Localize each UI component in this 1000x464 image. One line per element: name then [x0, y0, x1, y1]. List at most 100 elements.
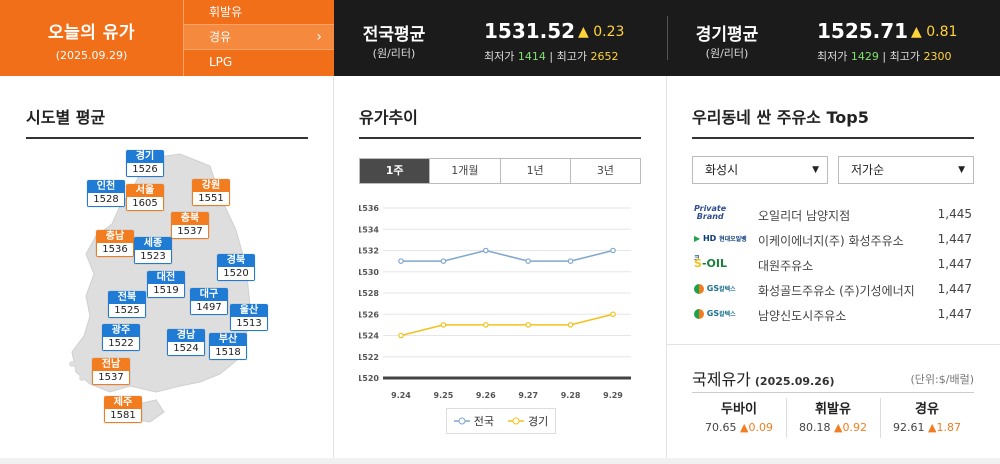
sort-select[interactable]: 저가순 ▼ [838, 156, 974, 184]
region-name: 충북 [171, 212, 209, 225]
intl-separator [880, 398, 881, 438]
intl-change: ▲0.09 [740, 421, 773, 434]
region-name: 제주 [104, 396, 142, 409]
period-tab-1week[interactable]: 1주 [360, 159, 431, 183]
region-value: 1520 [217, 267, 255, 281]
high-price-label: 최고가 [889, 50, 920, 63]
station-item[interactable]: ▶ HD 현대오일뱅크 이케이에너지(주) 화성주유소 1,447 [692, 227, 974, 262]
fuel-tab-label: LPG [209, 55, 233, 69]
high-price-value: 2300 [923, 50, 952, 63]
region-seoul[interactable]: 서울 1605 [126, 184, 164, 211]
station-item[interactable]: S-OIL 대원주유소 1,447 [692, 252, 974, 277]
period-tab-3year[interactable]: 3년 [570, 159, 640, 183]
station-price: 1,447 [937, 307, 972, 321]
region-value: 1605 [126, 197, 164, 211]
fuel-tab-lpg[interactable]: LPG [184, 50, 334, 75]
region-gangwon[interactable]: 강원 1551 [192, 179, 230, 206]
region-busan[interactable]: 부산 1518 [209, 333, 247, 360]
region-name: 전북 [108, 291, 146, 304]
data-point [398, 332, 404, 339]
gyeonggi-average-title: 경기평균 [695, 25, 759, 45]
series-line [401, 249, 614, 262]
station-name: 남양신도시주유소 [758, 309, 847, 323]
region-value: 1537 [92, 371, 130, 385]
intl-oil-title-text: 국제유가 [692, 370, 751, 389]
region-average-title: 시도별 평균 [26, 104, 308, 139]
period-tab-1month[interactable]: 1개월 [430, 159, 501, 183]
station-name: 오일리더 남양지점 [758, 209, 851, 223]
region-sejong[interactable]: 세종 1523 [134, 237, 172, 264]
city-select[interactable]: 화성시 ▼ [692, 156, 828, 184]
region-gyeongnam[interactable]: 경남 1524 [167, 329, 205, 356]
fuel-tab-label: 경유 [209, 30, 232, 44]
y-tick-label: 1522 [359, 353, 379, 362]
x-tick-label: 9.26 [476, 391, 496, 400]
data-point [567, 322, 574, 328]
y-tick-label: 1524 [359, 332, 379, 341]
region-gyeongbuk[interactable]: 경북 1520 [217, 254, 255, 281]
y-tick-label: 1528 [359, 289, 379, 298]
fuel-tab-gasoline[interactable]: 휘발유 [184, 0, 334, 25]
region-chungnam[interactable]: 충남 1536 [96, 230, 134, 257]
city-select-value: 화성시 [705, 163, 739, 177]
intl-item-value: 92.61 ▲1.87 [880, 421, 974, 434]
period-tab-1year[interactable]: 1년 [500, 159, 571, 183]
y-tick-label: 1532 [359, 247, 379, 256]
period-tabs: 1주 1개월 1년 3년 [359, 158, 641, 184]
region-jeonnam[interactable]: 전남 1537 [92, 358, 130, 385]
data-point [525, 258, 532, 264]
region-name: 부산 [209, 333, 247, 346]
national-average-price: 1531.52 [484, 19, 576, 43]
region-gyeonggi[interactable]: 경기 1526 [126, 150, 164, 177]
intl-separator [786, 398, 787, 438]
data-point [483, 247, 489, 254]
top5-title: 우리동네 싼 주유소 Top5 [692, 104, 974, 139]
intl-item-value: 70.65 ▲0.09 [692, 421, 786, 434]
region-value: 1551 [192, 192, 230, 206]
gyeonggi-average: 경기평균 (원/리터) 1525.71 ▲ 0.81 최저가 1429 | 최고… [667, 0, 1000, 76]
intl-value: 70.65 [705, 421, 737, 434]
region-value: 1513 [230, 317, 268, 331]
caret-down-icon: ▼ [958, 165, 965, 175]
region-name: 대구 [190, 288, 228, 301]
intl-change: ▲1.87 [928, 421, 961, 434]
data-point [525, 322, 532, 328]
region-jeju[interactable]: 제주 1581 [104, 396, 142, 423]
region-gwangju[interactable]: 광주 1522 [102, 324, 140, 351]
high-price-value: 2652 [590, 50, 619, 63]
gs-caltex-logo: GS칼텍스 [694, 305, 748, 323]
x-tick-label: 9.25 [434, 391, 454, 400]
region-name: 대전 [147, 271, 185, 284]
region-chungbuk[interactable]: 충북 1537 [171, 212, 209, 239]
fuel-type-tabs: 휘발유 경유 › LPG [183, 0, 334, 76]
low-price-label: 최저가 [484, 50, 515, 63]
fuel-tab-diesel[interactable]: 경유 › [184, 25, 334, 50]
data-point [398, 258, 404, 264]
x-tick-label: 9.29 [603, 391, 623, 400]
region-daejeon[interactable]: 대전 1519 [147, 271, 185, 298]
region-incheon[interactable]: 인천 1528 [87, 180, 125, 207]
station-name: 이케이에너지(주) 화성주유소 [758, 234, 904, 248]
region-ulsan[interactable]: 울산 1513 [230, 304, 268, 331]
station-item[interactable]: GS칼텍스 화성골드주유소 (주)기성에너지 1,447 [692, 277, 974, 302]
x-tick-label: 9.24 [391, 391, 411, 400]
legend-gyeonggi-marker [508, 417, 524, 425]
region-name: 전남 [92, 358, 130, 371]
region-jeonbuk[interactable]: 전북 1525 [108, 291, 146, 318]
y-tick-label: 1534 [359, 225, 379, 234]
station-name: 화성골드주유소 (주)기성에너지 [758, 284, 915, 298]
legend-gyeonggi[interactable]: 경기 [508, 413, 548, 429]
region-value: 1524 [167, 342, 205, 356]
region-value: 1522 [102, 337, 140, 351]
region-daegu[interactable]: 대구 1497 [190, 288, 228, 315]
legend-national[interactable]: 전국 [453, 413, 494, 429]
intl-item-name: 경유 [915, 402, 939, 417]
legend-national-label: 전국 [473, 415, 494, 428]
y-tick-label: 1520 [359, 374, 379, 383]
data-point [440, 322, 447, 328]
hyundai-oilbank-logo: ▶ HD 현대오일뱅크 [694, 234, 747, 262]
national-average-unit: (원/리터) [372, 47, 416, 60]
station-item[interactable]: GS칼텍스 남양신도시주유소 1,447 [692, 302, 974, 327]
station-item[interactable]: Private Brand 오일리더 남양지점 1,445 [692, 202, 974, 227]
data-point [440, 258, 447, 264]
